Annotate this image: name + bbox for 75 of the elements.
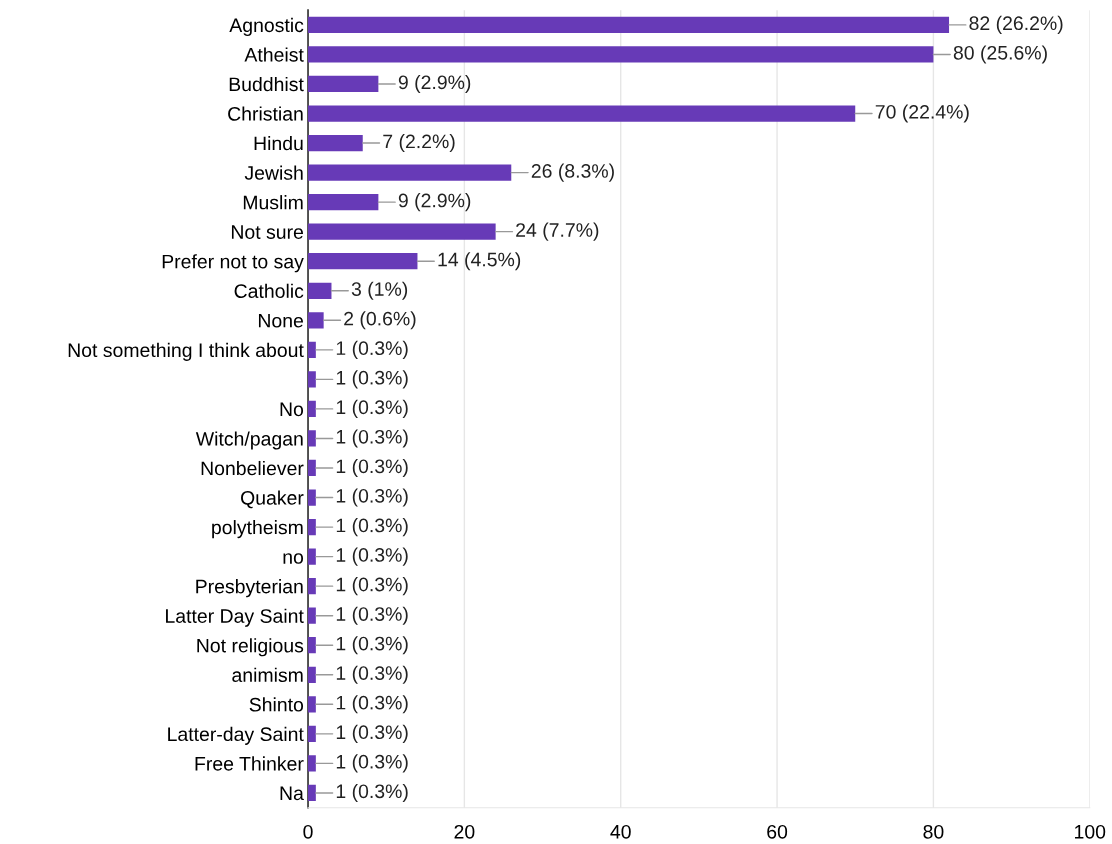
bar: [308, 755, 316, 772]
bar: [308, 75, 379, 93]
data-label: 1 (0.3%): [336, 754, 408, 773]
data-label: 1 (0.3%): [336, 429, 408, 448]
bar: [308, 16, 950, 34]
bar: [308, 430, 316, 447]
data-label: 80 (25.6%): [953, 45, 1047, 64]
y-tick-label: Witch/pagan: [195, 431, 303, 450]
data-label: 2 (0.6%): [344, 311, 416, 330]
bar: [308, 105, 856, 122]
data-label: 9 (2.9%): [398, 193, 471, 212]
data-label: 1 (0.3%): [336, 547, 408, 566]
data-label: 1 (0.3%): [336, 399, 408, 418]
y-tick-label: Na: [280, 786, 304, 801]
data-label: 82 (26.2%): [969, 15, 1063, 34]
y-tick-label: Catholic: [234, 283, 304, 298]
bar: [308, 282, 332, 299]
y-tick-label: Atheist: [244, 47, 304, 62]
bar: [308, 194, 379, 211]
x-tick-label: 60: [767, 824, 788, 839]
y-tick-label: No: [280, 402, 304, 417]
data-label: 14 (4.5%): [438, 252, 521, 271]
y-tick-label: Not something I think about: [68, 342, 304, 361]
data-label: 9 (2.9%): [398, 74, 471, 94]
y-tick-label: polytheism: [212, 520, 303, 539]
data-label: 1 (0.3%): [336, 518, 408, 537]
y-tick-label: Latter-day Saint: [168, 726, 304, 745]
y-tick-label: Nonbeliever: [201, 460, 304, 476]
data-label: 1 (0.3%): [336, 577, 408, 596]
y-tick-label: animism: [232, 667, 303, 683]
y-tick-label: Shinto: [249, 697, 304, 712]
bar: [308, 164, 512, 181]
bar: [308, 46, 934, 63]
data-label: 26 (8.3%): [531, 163, 614, 182]
x-tick-label: 80: [923, 824, 944, 839]
x-tick-label: 0: [303, 824, 313, 839]
y-tick-label: Hindu: [254, 136, 303, 151]
bar: [308, 489, 316, 506]
y-tick-label: None: [258, 313, 303, 328]
bar: [308, 312, 324, 329]
x-tick-label: 100: [1075, 824, 1106, 839]
bar: [308, 134, 363, 152]
data-label: 1 (0.3%): [336, 783, 408, 802]
y-tick-label: Not sure: [231, 225, 303, 239]
x-tick-label: 40: [610, 824, 631, 839]
data-label: 1 (0.3%): [336, 695, 408, 714]
y-tick-label: Christian: [228, 106, 303, 121]
data-label: 1 (0.3%): [336, 458, 408, 478]
data-label: 7 (2.2%): [383, 134, 455, 153]
data-label: 1 (0.3%): [336, 340, 408, 359]
y-tick-label: Quaker: [241, 490, 304, 509]
data-label: 1 (0.3%): [336, 665, 408, 684]
bar: [308, 548, 316, 565]
y-tick-label: Agnostic: [229, 17, 304, 36]
data-label: 3 (1%): [351, 281, 408, 300]
y-tick-label: Jewish: [244, 165, 303, 180]
data-label: 1 (0.3%): [336, 724, 408, 743]
data-label: 1 (0.3%): [336, 488, 408, 507]
y-tick-label: Prefer not to say: [162, 254, 304, 273]
data-label: 1 (0.3%): [336, 370, 408, 389]
x-tick-label: 20: [454, 824, 475, 839]
data-label: 1 (0.3%): [336, 606, 408, 625]
data-label: 70 (22.4%): [875, 104, 969, 123]
y-tick-label: Presbyterian: [196, 579, 303, 598]
y-tick-label: Muslim: [243, 195, 303, 210]
y-tick-label: Free Thinker: [195, 756, 304, 771]
bar: [308, 371, 316, 388]
bar: [308, 253, 418, 270]
y-tick-label: Not religious: [197, 638, 304, 657]
data-label: 24 (7.7%): [516, 222, 599, 241]
y-tick-label: no: [283, 553, 304, 564]
y-tick-label: Latter Day Saint: [166, 608, 304, 627]
y-tick-label: Buddhist: [229, 76, 304, 92]
bar: [308, 223, 496, 240]
data-label: 1 (0.3%): [336, 636, 408, 655]
